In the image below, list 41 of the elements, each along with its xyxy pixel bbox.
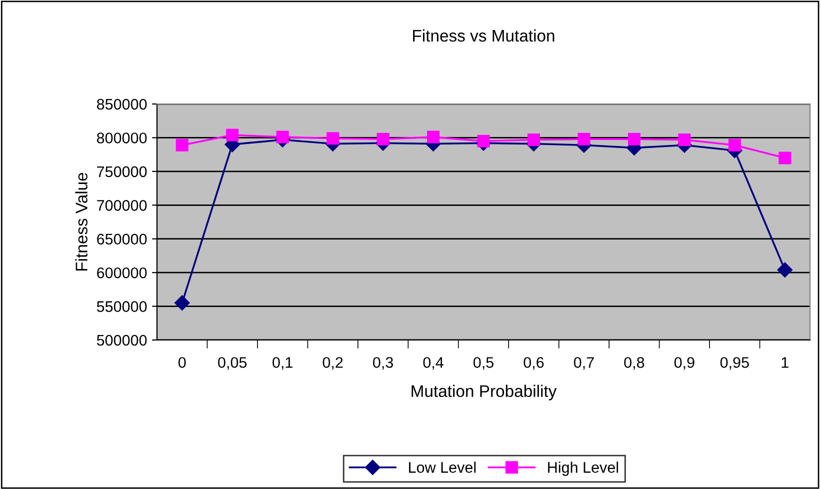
- x-tick-label: 0,3: [373, 357, 393, 370]
- point: [226, 128, 239, 142]
- x-tick-label: 0,6: [524, 357, 544, 370]
- x-tick-label: 0: [178, 357, 186, 368]
- x-tick-label: 0,5: [473, 357, 494, 370]
- point: [174, 295, 190, 310]
- y-tick-label: 650000: [97, 234, 147, 245]
- x-tick-label: 0,4: [423, 357, 444, 370]
- y-tick-label: 700000: [97, 200, 147, 211]
- x-axis-title: Mutation Probability: [412, 384, 557, 400]
- x-tick-label: 0,2: [322, 357, 343, 370]
- point: [678, 133, 691, 146]
- x-tick-label: 0,9: [674, 357, 694, 370]
- y-tick-label: 600000: [97, 267, 147, 278]
- point: [527, 133, 540, 146]
- y-axis-title: Fitness Value: [75, 172, 88, 271]
- y-tick-label: 800000: [96, 132, 147, 144]
- point: [326, 132, 340, 145]
- x-tick-label: 1: [782, 357, 788, 368]
- point: [578, 132, 590, 146]
- legend-label: High Level: [548, 462, 618, 476]
- point: [477, 134, 490, 148]
- point: [728, 138, 741, 152]
- point: [628, 132, 640, 146]
- chart-title: Fitness vs Mutation: [413, 29, 554, 42]
- y-tick-label: 850000: [96, 98, 147, 110]
- point: [777, 262, 792, 278]
- point: [176, 138, 188, 152]
- legend-label: Low Level: [409, 462, 476, 473]
- point: [778, 152, 792, 164]
- x-tick-label: 0,1: [272, 357, 292, 370]
- point: [376, 132, 390, 146]
- x-tick-label: 0,7: [574, 357, 594, 370]
- point: [427, 130, 440, 144]
- y-tick-label: 550000: [96, 301, 147, 312]
- x-tick-label: 0,95: [720, 357, 749, 370]
- y-tick-label: 750000: [97, 166, 147, 178]
- x-tick-label: 0,8: [624, 357, 644, 370]
- x-tick-label: 0,05: [218, 357, 247, 370]
- point: [276, 130, 289, 144]
- y-tick-label: 500000: [96, 334, 147, 346]
